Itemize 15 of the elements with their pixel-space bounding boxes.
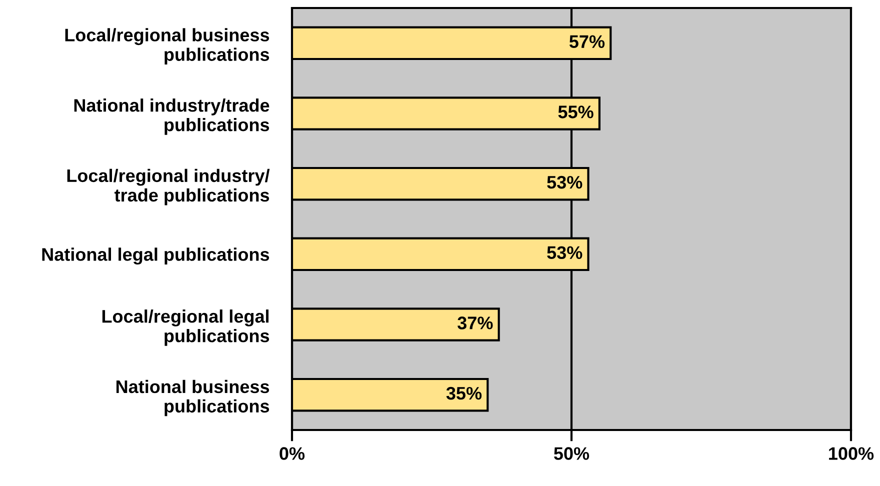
x-tick-label: 100% xyxy=(829,447,874,460)
y-tick-label: National legal publications xyxy=(42,248,270,265)
data-label: 53% xyxy=(547,176,582,189)
data-label: 53% xyxy=(547,246,582,260)
data-label: 37% xyxy=(458,316,493,330)
x-tick-label: 0% xyxy=(280,447,305,460)
x-tick-label: 50% xyxy=(554,447,590,460)
data-label: 35% xyxy=(446,386,482,400)
y-tick-label: Local/regional legal publications xyxy=(102,310,270,346)
y-tick-label: Local/regional industry/ trade publications xyxy=(67,168,270,206)
y-tick-label: Local/regional business publications xyxy=(65,28,270,65)
data-label: 57% xyxy=(569,35,605,48)
data-label: 55% xyxy=(558,106,594,118)
y-tick-label: National industry/trade publications xyxy=(74,98,270,135)
y-tick-label: National business publications xyxy=(116,380,270,416)
